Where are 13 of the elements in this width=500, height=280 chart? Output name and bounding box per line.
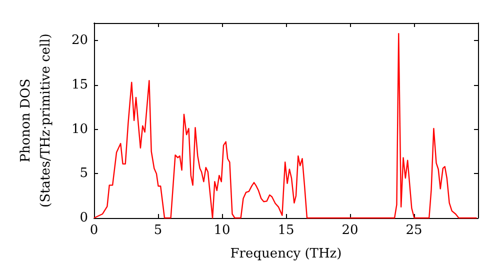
y-tick-label: 10 [71, 122, 88, 137]
y-tick-label: 0 [80, 210, 88, 226]
x-tick-label: 25 [406, 223, 422, 238]
x-tick-label: 15 [278, 223, 294, 238]
x-tick-label: 5 [154, 223, 162, 238]
x-axis-title: Frequency (THz) [230, 246, 342, 262]
y-axis-title: Phonon DOS (States/THz·primitive cell) [18, 33, 54, 208]
x-tick-label: 20 [342, 223, 358, 238]
x-tick-label: 10 [214, 223, 230, 238]
y-tick-label: 15 [71, 78, 88, 93]
y-tick-label: 5 [80, 166, 88, 182]
x-tick-label: 0 [90, 223, 98, 238]
y-tick-label: 20 [71, 33, 88, 48]
